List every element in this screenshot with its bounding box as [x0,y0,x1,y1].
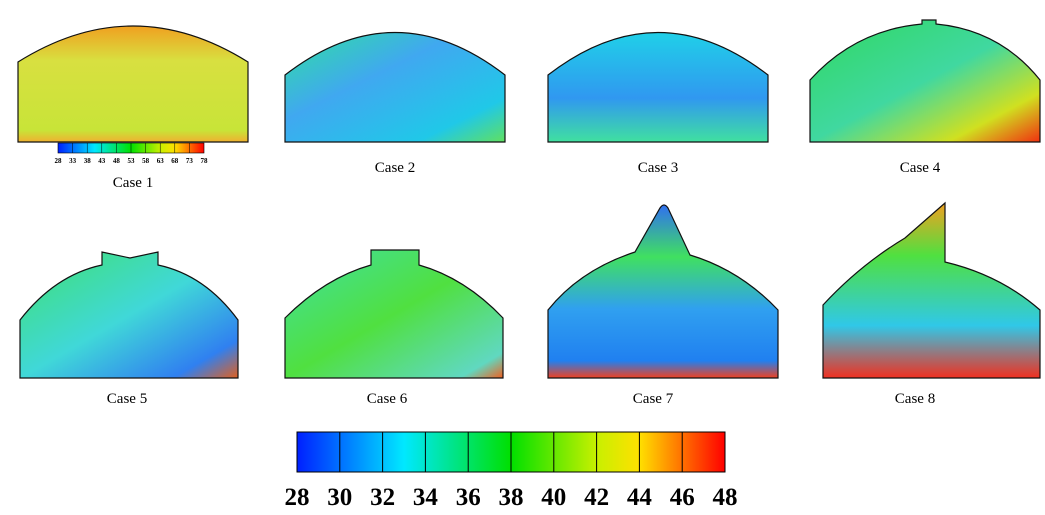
case-label: Case 4 [900,160,941,176]
colorbar-tick-label: 48 [113,157,121,165]
case-label: Case 5 [107,391,147,407]
colorbar-tick-label: 63 [157,157,165,165]
case-6-contour [284,249,504,379]
case-1-contour [17,25,249,143]
colorbar-tick-label: 36 [456,484,481,511]
case-5-contour [19,251,239,379]
case-label: Case 3 [638,160,678,176]
case-labels: Case 1 Case 2 Case 3 Case 4 Case 5 Case … [107,160,941,407]
case-label: Case 1 [113,175,153,191]
case-label: Case 2 [375,160,415,176]
colorbar-tick-label: 38 [499,484,524,511]
colorbar-tick-label: 28 [55,157,63,165]
colorbar-tick-label: 42 [584,484,609,511]
contour-plots [17,19,1041,379]
case-label: Case 6 [367,391,408,407]
case-3-contour [547,32,769,143]
colorbar-tick-label: 46 [670,484,695,511]
colorbar-tick-label: 30 [327,484,352,511]
colorbar-tick-label: 32 [370,484,395,511]
case-2-contour [284,32,506,143]
colorbar-tick-label: 34 [413,484,439,511]
colorbar-tick-label: 40 [541,484,566,511]
colorbar-tick-label: 33 [69,157,77,165]
case-4-contour [809,19,1041,143]
colorbar-tick-label: 43 [98,157,106,165]
colorbar-tick-label: 44 [627,484,653,511]
case-label: Case 8 [895,391,935,407]
colorbar-tick-label: 78 [201,157,209,165]
case-label: Case 7 [633,391,674,407]
colorbar-tick-label: 48 [713,484,738,511]
colorbar-tick-label: 28 [285,484,310,511]
colorbar-tick-label: 53 [128,157,136,165]
case-8-contour [822,201,1041,379]
colorbar-tick-label: 73 [186,157,194,165]
colorbar-tick-label: 68 [171,157,179,165]
colorbar-tick-label: 58 [142,157,150,165]
case-7-contour [547,204,779,379]
colorbar-tick-label: 38 [84,157,92,165]
